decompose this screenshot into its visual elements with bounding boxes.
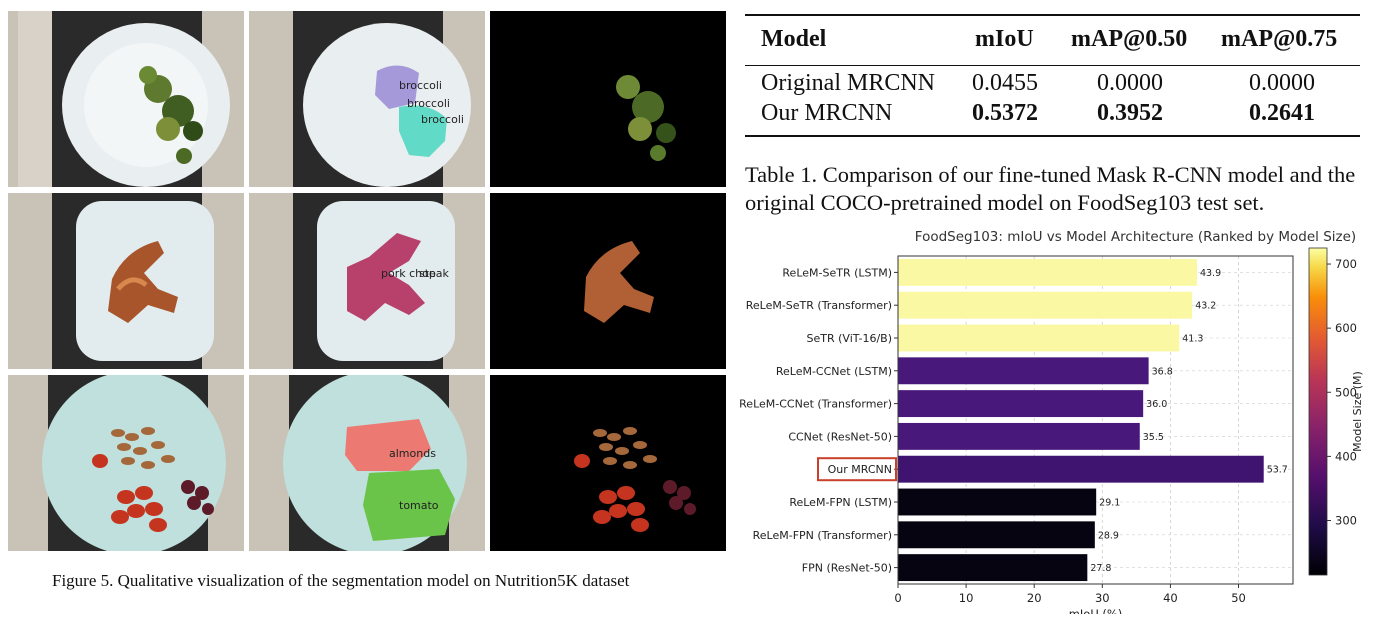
miou-bar-chart: FoodSeg103: mIoU vs Model Architecture (… xyxy=(735,222,1388,619)
bar-value-label-8: 29.1 xyxy=(1099,498,1120,509)
highlight-box xyxy=(817,457,897,482)
bar-value-label-3: 41.3 xyxy=(1182,334,1203,345)
table-row2-map50: 0.3952 xyxy=(1097,100,1163,126)
row3-mask-image xyxy=(490,375,726,551)
bar-8 xyxy=(898,488,1097,516)
table-caption: Table 1. Comparison of our fine-tuned Ma… xyxy=(745,162,1356,215)
colorbar-tick-label-1: 400 xyxy=(1335,449,1357,463)
bar-value-label-6: 35.5 xyxy=(1143,432,1164,443)
table-row1-map75: 0.0000 xyxy=(1249,70,1315,96)
table-mid-rule xyxy=(745,65,1360,66)
row1-overlay-image: broccoli broccoli broccoli xyxy=(249,11,485,187)
x-tick-label-4: 40 xyxy=(1163,591,1178,605)
table-bottom-rule xyxy=(745,135,1360,137)
chart-svg: FoodSeg103: mIoU vs Model Architecture (… xyxy=(739,229,1364,619)
row1-overlay-label-3: broccoli xyxy=(421,113,464,126)
plot-frame xyxy=(897,255,1294,585)
row3-overlay-label-1: almonds xyxy=(389,447,436,460)
bar-4 xyxy=(898,357,1149,385)
table-row2-model: Our MRCNN xyxy=(761,100,893,126)
y-tick-label-9: ReLeM-FPN (Transformer) xyxy=(753,529,892,542)
colorbar-tick-label-0: 300 xyxy=(1335,514,1357,528)
qualitative-figure-grid: broccoli broccoli broccoli pork chop xyxy=(8,11,726,551)
x-tick-label-2: 20 xyxy=(1027,591,1042,605)
bar-value-label-2: 43.2 xyxy=(1195,301,1216,312)
bar-1 xyxy=(898,258,1197,286)
y-tick-label-6: CCNet (ResNet-50) xyxy=(788,430,892,443)
bar-value-label-5: 36.0 xyxy=(1146,399,1167,410)
table-header-model: Model xyxy=(761,26,827,52)
bar-3 xyxy=(898,324,1180,352)
bar-value-label-1: 43.9 xyxy=(1200,268,1221,279)
chart-title: FoodSeg103: mIoU vs Model Architecture (… xyxy=(915,229,1356,245)
table-top-rule xyxy=(745,14,1360,16)
row3-input-image xyxy=(8,375,244,551)
bar-value-label-4: 36.8 xyxy=(1152,366,1173,377)
x-tick-label-3: 30 xyxy=(1095,591,1110,605)
y-tick-label-4: ReLeM-CCNet (LSTM) xyxy=(776,365,892,378)
table-row2-map75: 0.2641 xyxy=(1249,100,1315,126)
row1-overlay-label-1: broccoli xyxy=(399,79,442,92)
table-row1-model: Original MRCNN xyxy=(761,70,935,96)
colorbar-tick-label-2: 500 xyxy=(1335,385,1357,399)
y-tick-label-8: ReLeM-FPN (LSTM) xyxy=(789,496,892,509)
x-tick-label-5: 50 xyxy=(1231,591,1246,605)
row2-overlay-label-2: steak xyxy=(419,267,450,280)
table-header-miou: mIoU xyxy=(975,26,1034,52)
row2-input-image xyxy=(8,193,244,369)
table-row2-miou: 0.5372 xyxy=(972,100,1038,126)
y-tick-label-3: SeTR (ViT-16/B) xyxy=(807,332,892,345)
bar-5 xyxy=(898,390,1144,418)
table-row1-map50: 0.0000 xyxy=(1097,70,1163,96)
y-tick-label-1: ReLeM-SeTR (LSTM) xyxy=(782,266,892,279)
table-header-map50: mAP@0.50 xyxy=(1071,26,1188,52)
bar-7 xyxy=(898,455,1264,483)
row1-input-image xyxy=(8,11,244,187)
colorbar-tick-label-3: 600 xyxy=(1335,321,1357,335)
row2-overlay-image: pork chop steak xyxy=(249,193,485,369)
table-header-map75: mAP@0.75 xyxy=(1221,26,1338,52)
row1-mask-image xyxy=(490,11,726,187)
x-tick-label-0: 0 xyxy=(894,591,901,605)
figure-caption: Figure 5. Qualitative visualization of t… xyxy=(52,571,630,590)
y-tick-label-2: ReLeM-SeTR (Transformer) xyxy=(746,299,892,312)
bar-9 xyxy=(898,521,1095,549)
row1-overlay-label-2: broccoli xyxy=(407,97,450,110)
row3-overlay-image: almonds tomato xyxy=(249,375,485,551)
y-tick-label-10: FPN (ResNet-50) xyxy=(802,562,892,575)
bar-6 xyxy=(898,422,1140,450)
table-row1-miou: 0.0455 xyxy=(972,70,1038,96)
bar-10 xyxy=(898,554,1088,582)
x-axis-label: mIoU (%) xyxy=(1069,607,1123,614)
row3-overlay-label-2: tomato xyxy=(399,499,439,512)
bar-value-label-7: 53.7 xyxy=(1267,465,1288,476)
colorbar-label: Model Size (M) xyxy=(1351,371,1364,452)
bar-value-label-10: 27.8 xyxy=(1090,563,1111,574)
row2-mask-image xyxy=(490,193,726,369)
colorbar-tick-label-4: 700 xyxy=(1335,257,1357,271)
x-tick-label-1: 10 xyxy=(959,591,974,605)
bar-2 xyxy=(898,291,1193,319)
bar-value-label-9: 28.9 xyxy=(1098,530,1119,541)
colorbar xyxy=(1308,247,1328,576)
y-tick-label-7: Our MRCNN xyxy=(828,463,892,476)
row2-overlay-label-1: pork chop xyxy=(381,267,436,280)
y-tick-label-5: ReLeM-CCNet (Transformer) xyxy=(739,398,892,411)
